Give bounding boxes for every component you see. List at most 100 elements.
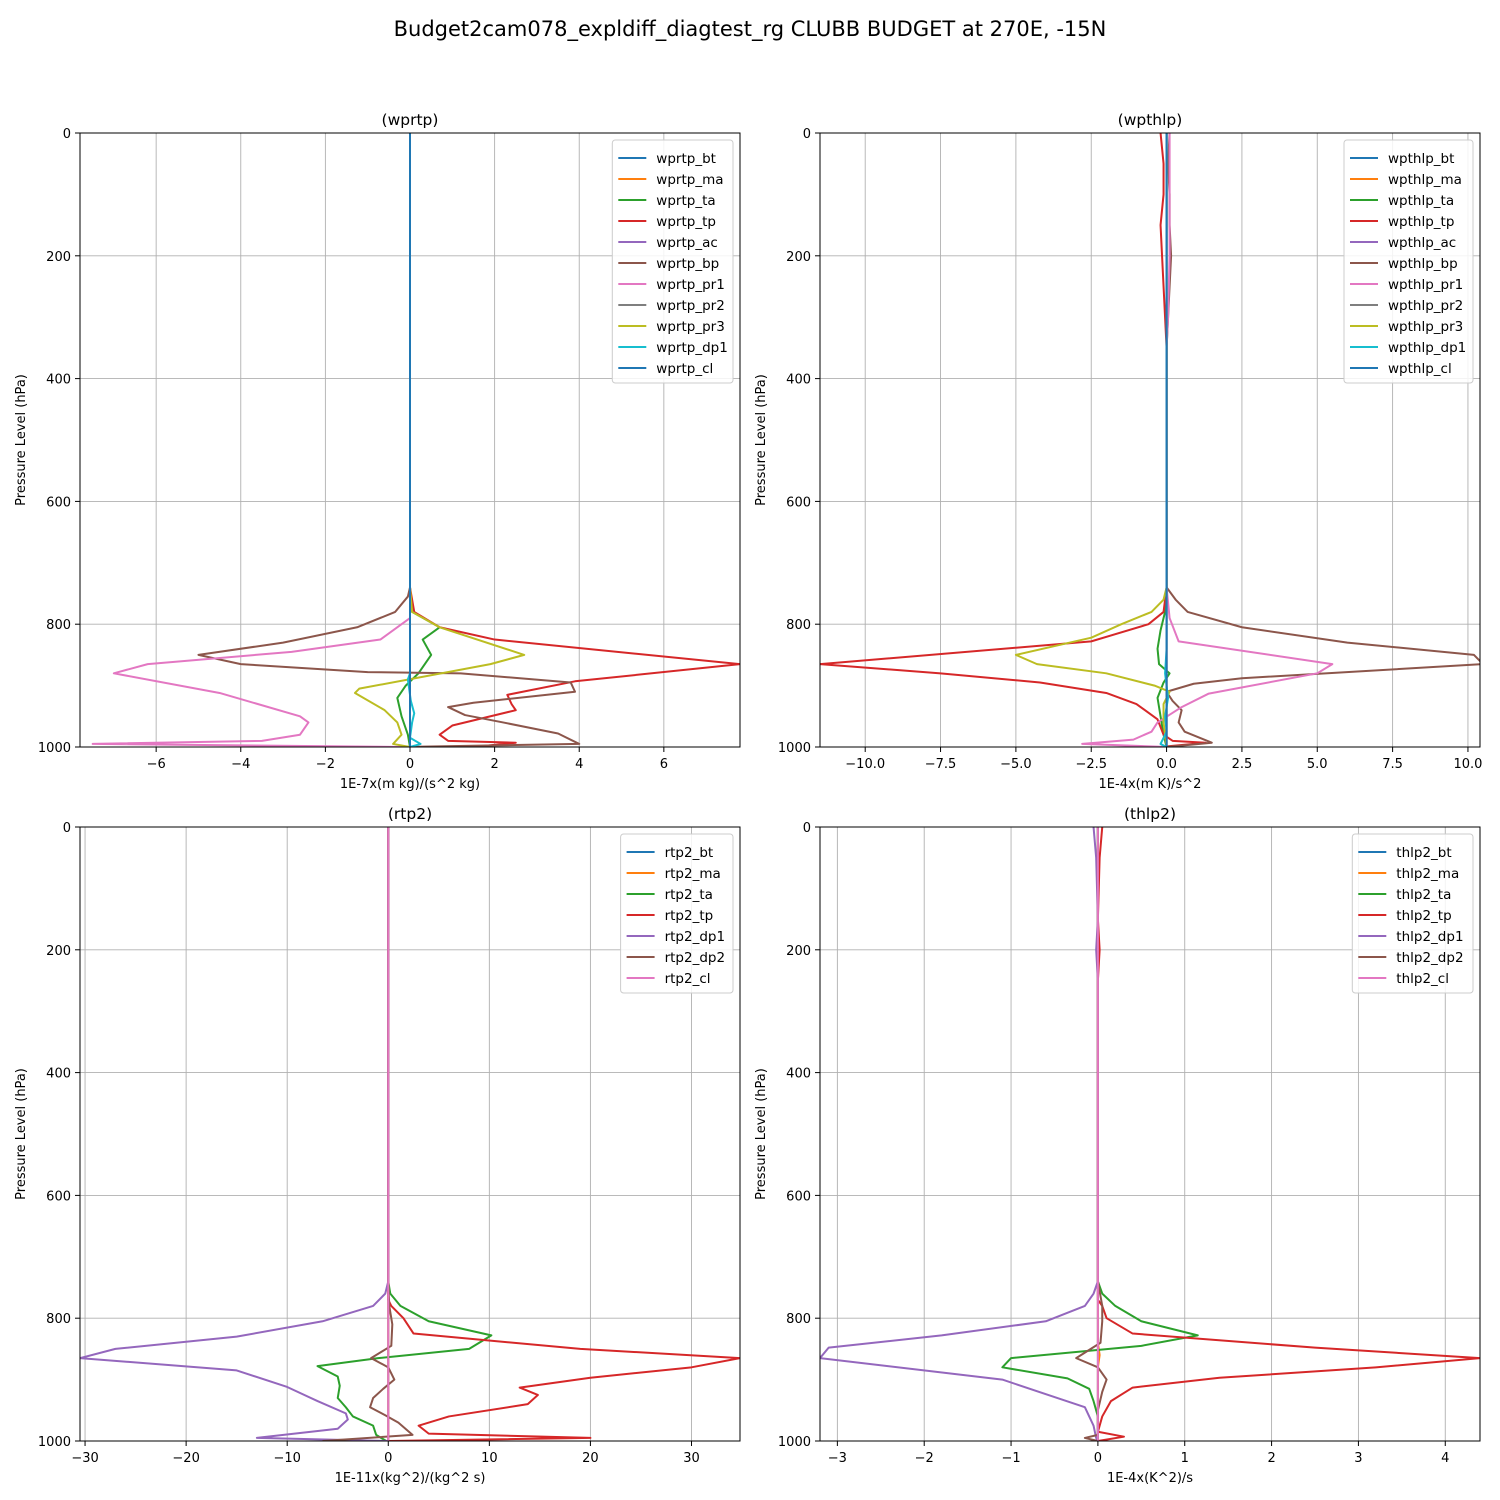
- legend-label: wprtp_cl: [656, 361, 713, 377]
- y-tick-label: 600: [786, 1189, 811, 1204]
- panel-title: (thlp2): [1124, 805, 1176, 823]
- y-tick-label: 1000: [778, 1435, 811, 1450]
- series-line-wprtp_pr3: [354, 133, 526, 747]
- panel-title: (rtp2): [388, 805, 432, 823]
- x-tick-label: −4: [231, 757, 250, 772]
- axes-frame: [79, 826, 741, 1442]
- legend-label: wprtp_ta: [656, 193, 715, 209]
- x-tick-label: 1: [1181, 1451, 1189, 1466]
- y-tick-label: 0: [63, 821, 71, 836]
- y-tick-label: 400: [46, 1067, 71, 1082]
- legend: wprtp_bt wprtp_ma wprtp_ta wprtp_tp wprtp_ac…: [611, 139, 734, 384]
- legend-label: wpthlp_pr1: [1388, 277, 1463, 293]
- legend-label: thlp2_cl: [1396, 971, 1449, 987]
- series-group: [91, 133, 740, 747]
- legend-label: wpthlp_bt: [1388, 151, 1454, 167]
- series-line-wpthlp_pr1: [1081, 133, 1334, 747]
- y-tick-label: 0: [803, 127, 811, 142]
- figure-title: Budget2cam078_expldiff_diagtest_rg CLUBB…: [394, 17, 1107, 42]
- legend-label: wprtp_bp: [656, 256, 719, 272]
- y-tick-label: 600: [786, 495, 811, 510]
- series-line-rtp2_dp2: [322, 827, 414, 1441]
- legend-label: wpthlp_pr2: [1388, 298, 1463, 314]
- series-line-rtp2_ta: [316, 827, 493, 1441]
- x-tick-label: −7.5: [925, 757, 957, 772]
- x-tick-label: 2.5: [1232, 757, 1253, 772]
- panel-title: (wprtp): [382, 111, 439, 129]
- x-axis-label: 1E-7x(m kg)/(s^2 kg): [340, 777, 480, 792]
- series-line-thlp2_tp: [1096, 827, 1480, 1441]
- series-line-wprtp_ta: [396, 133, 441, 747]
- legend-label: wprtp_bt: [656, 151, 716, 167]
- legend-label: rtp2_dp2: [665, 950, 725, 966]
- x-tick-label: 6: [660, 757, 668, 772]
- y-tick-label: 1000: [38, 1435, 71, 1450]
- legend-label: thlp2_ma: [1396, 866, 1459, 882]
- x-tick-label: 10: [481, 1451, 498, 1466]
- y-tick-label: 200: [46, 944, 71, 959]
- x-axis-label: 1E-4x(m K)/s^2: [1099, 777, 1202, 792]
- panels: −6 −4 −2 0 2 4 602004006008001000(wprtp)1E-7x(…: [14, 111, 1482, 1486]
- axes-frame: [819, 132, 1481, 748]
- series-line-thlp2_dp1: [820, 827, 1099, 1441]
- legend-label: thlp2_ta: [1396, 887, 1451, 903]
- legend-label: wpthlp_ta: [1388, 193, 1454, 209]
- y-tick-label: 600: [46, 495, 71, 510]
- y-tick-label: 800: [46, 618, 71, 633]
- x-tick-label: 2: [490, 757, 498, 772]
- legend: rtp2_bt rtp2_ma rtp2_ta rtp2_tp rtp2_dp1 rtp2…: [620, 833, 734, 994]
- legend-label: rtp2_bt: [665, 845, 714, 861]
- y-tick-label: 400: [786, 373, 811, 388]
- x-tick-label: −5.0: [1000, 757, 1032, 772]
- series-line-rtp2_dp1: [80, 827, 390, 1441]
- legend-label: thlp2_dp2: [1396, 950, 1463, 966]
- x-tick-label: −3: [828, 1451, 847, 1466]
- x-tick-label: −6: [147, 757, 166, 772]
- series-group: [820, 827, 1480, 1441]
- x-tick-label: 10.0: [1453, 757, 1482, 772]
- legend-label: wprtp_tp: [656, 214, 716, 230]
- series-group: [820, 133, 1480, 747]
- legend-label: wpthlp_cl: [1388, 361, 1452, 377]
- series-line-wpthlp_pr3: [1014, 133, 1171, 747]
- series-line-wprtp_bp: [197, 133, 581, 747]
- legend-label: rtp2_cl: [665, 971, 711, 987]
- legend-label: wpthlp_pr3: [1388, 319, 1463, 335]
- legend-label: wprtp_dp1: [656, 340, 728, 356]
- legend: thlp2_bt thlp2_ma thlp2_ta thlp2_tp thlp2_dp…: [1351, 833, 1474, 994]
- chart-panel-2: −10.0 −7.5 −5.0 −2.5 0.0 2.5 5.0 7.5 10.0 0 200 400…: [754, 111, 1482, 792]
- series-line-thlp2_ta: [1001, 827, 1199, 1441]
- legend-label: wpthlp_dp1: [1388, 340, 1466, 356]
- y-tick-label: 200: [786, 250, 811, 265]
- y-tick-label: 400: [786, 1067, 811, 1082]
- legend-label: wpthlp_ma: [1388, 172, 1462, 188]
- legend-label: rtp2_ma: [665, 866, 721, 882]
- x-tick-label: 0: [1094, 1451, 1102, 1466]
- x-tick-label: −10.0: [845, 757, 885, 772]
- series-line-wpthlp_bp: [1165, 133, 1480, 747]
- x-tick-label: 0: [384, 1451, 392, 1466]
- legend-label: wprtp_ac: [656, 235, 717, 251]
- y-tick-label: 200: [786, 944, 811, 959]
- y-axis-label: Pressure Level (hPa): [14, 374, 29, 506]
- y-tick-label: 0: [803, 821, 811, 836]
- legend-label: wpthlp_bp: [1388, 256, 1458, 272]
- x-tick-label: −30: [71, 1451, 98, 1466]
- legend-label: thlp2_bt: [1396, 845, 1451, 861]
- y-tick-label: 800: [46, 1312, 71, 1327]
- x-tick-label: 5.0: [1307, 757, 1328, 772]
- legend-label: thlp2_tp: [1396, 908, 1451, 924]
- axes-frame: [819, 826, 1481, 1442]
- legend-label: thlp2_dp1: [1396, 929, 1463, 945]
- legend-label: wprtp_pr3: [656, 319, 724, 335]
- legend-label: wprtp_ma: [656, 172, 723, 188]
- series-group: [80, 827, 740, 1441]
- x-axis-label: 1E-4x(K^2)/s: [1107, 1471, 1193, 1486]
- y-tick-label: 800: [786, 1312, 811, 1327]
- x-tick-label: 0: [406, 757, 414, 772]
- x-tick-label: −20: [172, 1451, 199, 1466]
- y-tick-label: 800: [786, 618, 811, 633]
- y-axis-label: Pressure Level (hPa): [754, 374, 769, 506]
- legend-label: wprtp_pr1: [656, 277, 724, 293]
